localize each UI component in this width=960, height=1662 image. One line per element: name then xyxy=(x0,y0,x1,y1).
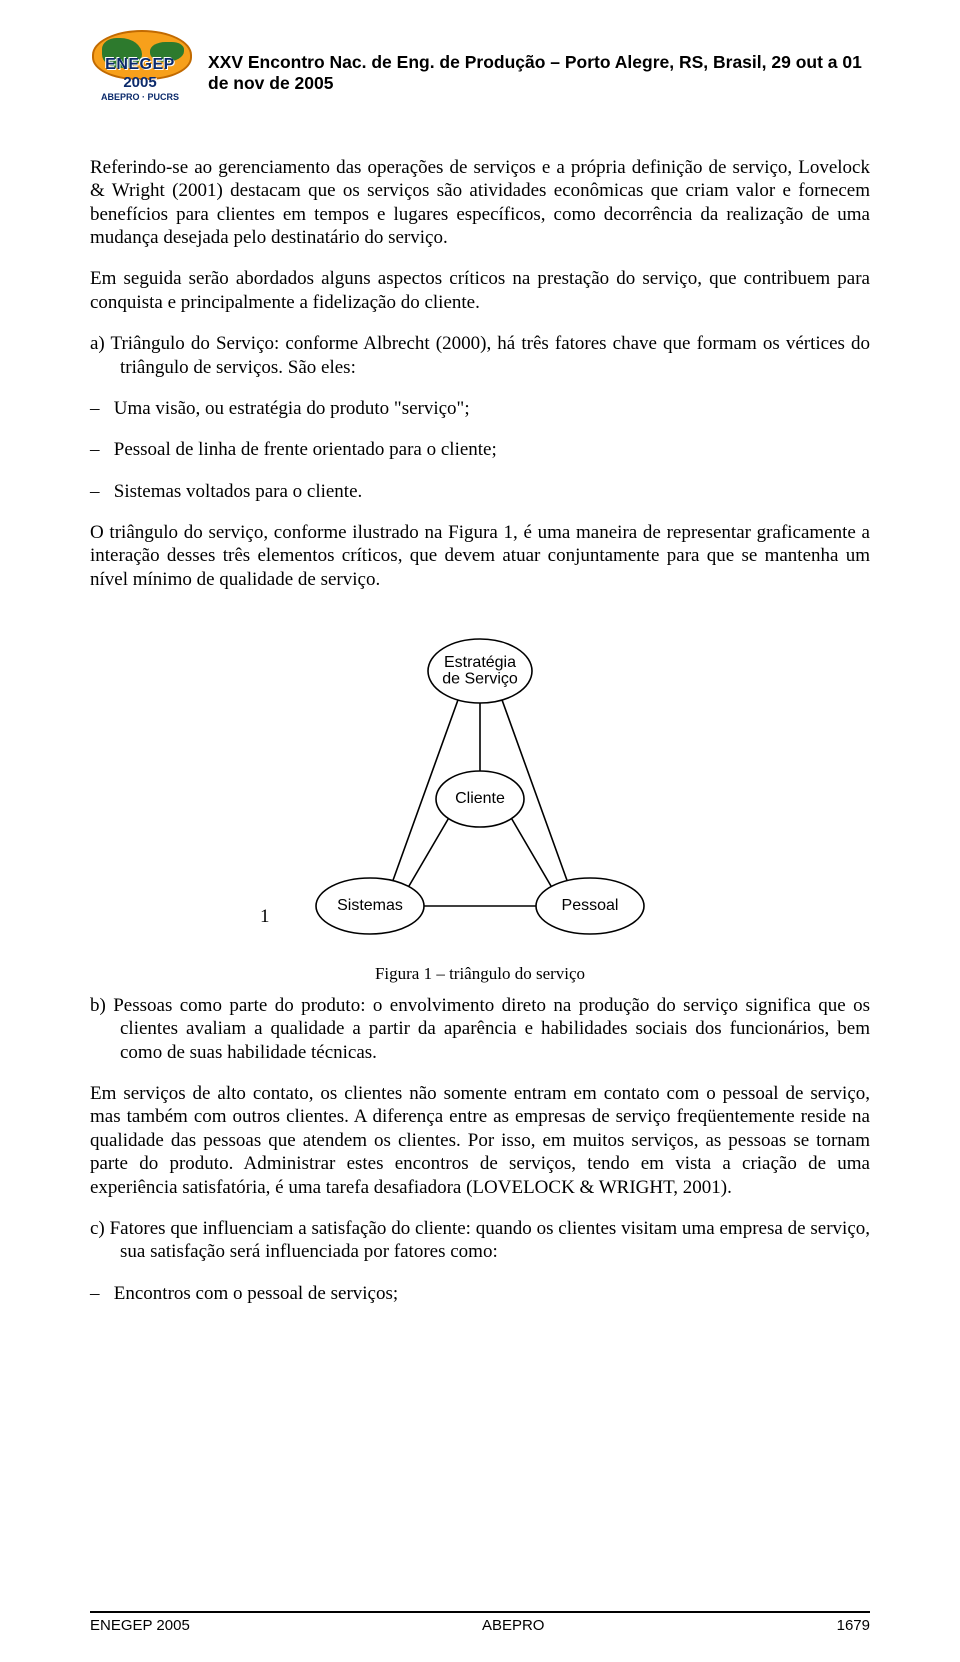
conference-logo: ENEGEP 2005 ABEPRO · PUCRS xyxy=(90,30,190,108)
figure-number: 1 xyxy=(260,906,270,928)
figure-service-triangle: Estratégiade Serviço Cliente Sistemas Pesso… xyxy=(90,621,870,956)
svg-text:Pessoal: Pessoal xyxy=(562,897,619,914)
svg-text:Estratégia: Estratégia xyxy=(444,654,516,671)
paragraph-intro-1: Referindo-se ao gerenciamento das operaç… xyxy=(90,156,870,249)
logo-sub-text: ABEPRO · PUCRS xyxy=(90,92,190,102)
svg-text:Sistemas: Sistemas xyxy=(337,897,403,914)
dash-item-2: Pessoal de linha de frente orientado par… xyxy=(90,438,870,461)
dash-item-3-text: Sistemas voltados para o cliente. xyxy=(114,481,363,502)
list-item-a: a) Triângulo do Serviço: conforme Albrec… xyxy=(90,332,870,379)
logo-year-text: 2005 xyxy=(90,74,190,91)
footer-right: 1679 xyxy=(837,1617,870,1634)
dash-item-4: Encontros com o pessoal de serviços; xyxy=(90,1282,870,1305)
figure-caption: Figura 1 – triângulo do serviço xyxy=(90,964,870,984)
service-triangle-diagram: Estratégiade Serviço Cliente Sistemas Pesso… xyxy=(290,621,670,951)
paragraph-triangle: O triângulo do serviço, conforme ilustra… xyxy=(90,521,870,591)
dash-item-1: Uma visão, ou estratégia do produto "ser… xyxy=(90,397,870,420)
logo-main-text: ENEGEP xyxy=(90,56,190,74)
paragraph-people: Em serviços de alto contato, os clientes… xyxy=(90,1082,870,1199)
svg-text:de Serviço: de Serviço xyxy=(442,671,518,688)
list-item-b: b) Pessoas como parte do produto: o envo… xyxy=(90,994,870,1064)
dash-item-4-text: Encontros com o pessoal de serviços; xyxy=(114,1283,398,1304)
dash-item-1-text: Uma visão, ou estratégia do produto "ser… xyxy=(114,398,470,419)
list-item-c: c) Fatores que influenciam a satisfação … xyxy=(90,1217,870,1264)
paragraph-intro-2: Em seguida serão abordados alguns aspect… xyxy=(90,267,870,314)
header-title: XXV Encontro Nac. de Eng. de Produção – … xyxy=(208,44,870,94)
footer-center: ABEPRO xyxy=(482,1617,545,1634)
page-header: ENEGEP 2005 ABEPRO · PUCRS XXV Encontro … xyxy=(90,30,870,108)
svg-text:Cliente: Cliente xyxy=(455,790,505,807)
footer-left: ENEGEP 2005 xyxy=(90,1617,190,1634)
dash-item-2-text: Pessoal de linha de frente orientado par… xyxy=(114,439,497,460)
page: ENEGEP 2005 ABEPRO · PUCRS XXV Encontro … xyxy=(0,0,960,1662)
page-footer: ENEGEP 2005 ABEPRO 1679 xyxy=(90,1611,870,1634)
dash-item-3: Sistemas voltados para o cliente. xyxy=(90,480,870,503)
